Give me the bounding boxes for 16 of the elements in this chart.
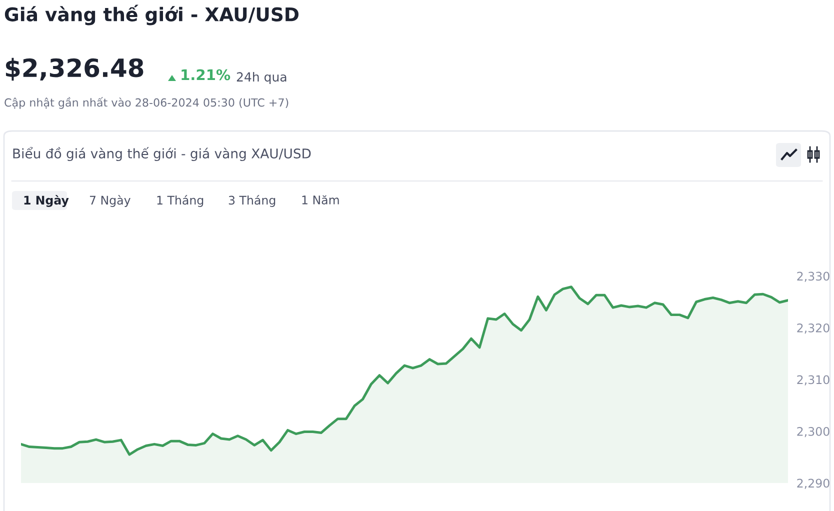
- chart-title: Giá vàng thế giới - XAU/USD: [4, 4, 298, 26]
- text: 1.21%: [182, 69, 230, 80]
- text: 1 Năm: [302, 195, 339, 204]
- text: 1 Ngày: [24, 195, 69, 207]
- text: $2,326.48: [6, 58, 144, 81]
- text: 3 Tháng: [228, 195, 276, 207]
- chart-subtitle: Biểu đồ giá vàng thế giới - giá vàng XAU/USD: [13, 146, 311, 162]
- text: 24h qua: [236, 72, 286, 84]
- text: 7 Ngày: [90, 195, 130, 207]
- y-tick-label: 2,290: [797, 478, 830, 489]
- text: Cập nhật gần nhất vào 28-06-2024 05:30 (UTC +7): [4, 97, 288, 109]
- y-tick-label: 2,310: [797, 375, 830, 386]
- y-tick-label: 2,300: [797, 426, 830, 438]
- y-tick-label: 2,320: [797, 323, 830, 334]
- y-tick-label: 2,330: [797, 272, 830, 282]
- text: 1 Tháng: [157, 195, 204, 207]
